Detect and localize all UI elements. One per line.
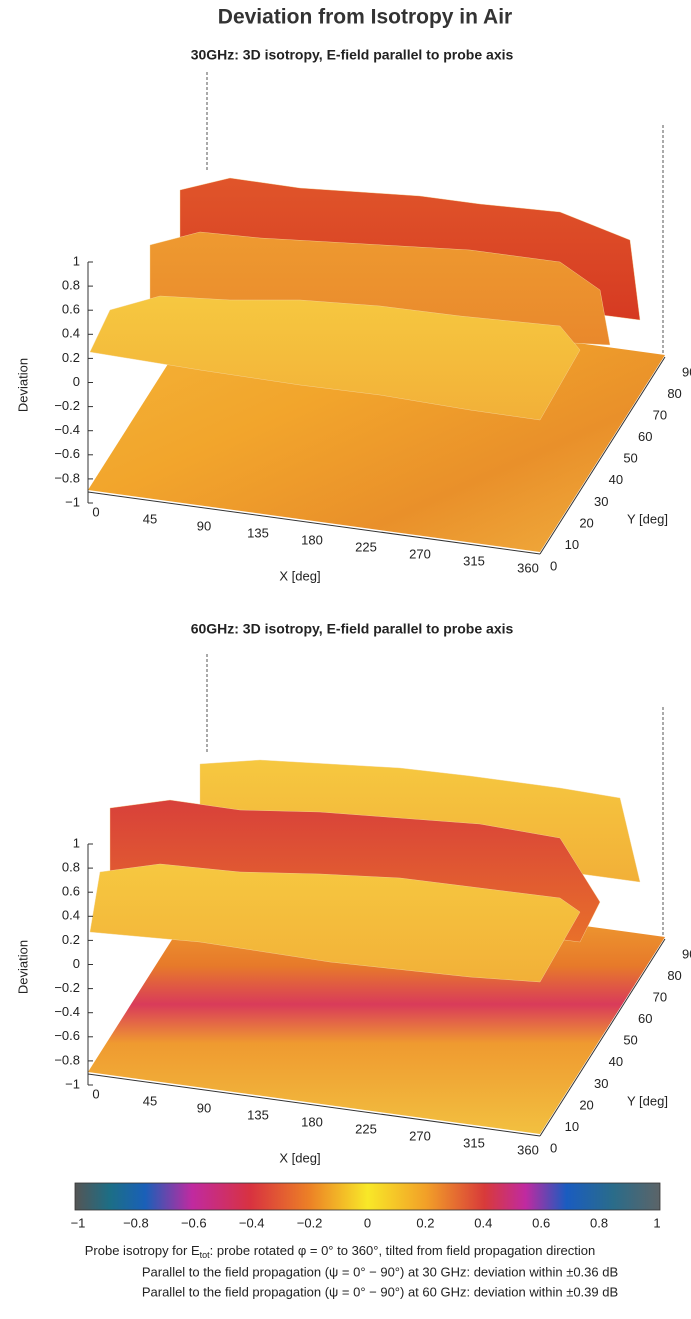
x-axis	[87, 1073, 541, 1137]
colorbar-tick-label: 0	[364, 1215, 371, 1230]
x-tick-label: 45	[143, 1093, 157, 1108]
surface	[89, 863, 581, 983]
subtitle: 30GHz: 3D isotropy, E-field parallel to …	[191, 47, 514, 63]
y-tick-label: 60	[638, 429, 652, 444]
y-tick-label: 90	[682, 364, 691, 379]
z-tick-label: −0.8	[54, 470, 80, 485]
x-tick-label: 270	[409, 1128, 431, 1143]
x-tick-label: 180	[301, 1114, 323, 1129]
y-tick-label: 40	[609, 472, 623, 487]
subtitle: 60GHz: 3D isotropy, E-field parallel to …	[191, 621, 514, 637]
x-tick-label: 0	[92, 504, 99, 519]
z-axis-label: Deviation	[15, 358, 30, 412]
colorbar-tick-label: −1	[71, 1215, 86, 1230]
x-tick-label: 90	[197, 1100, 211, 1115]
x-tick-label: 180	[301, 532, 323, 547]
z-tick-label: 0.6	[62, 884, 80, 899]
z-tick-label: −0.4	[54, 422, 80, 437]
x-tick-label: 45	[143, 511, 157, 526]
z-tick-label: 1	[73, 835, 80, 850]
colorbar-tick-label: −0.4	[239, 1215, 265, 1230]
colorbar-tick-label: 0.4	[474, 1215, 492, 1230]
y-tick-label: 0	[550, 558, 557, 573]
z-tick-label: 0.6	[62, 302, 80, 317]
plot-panel: 30GHz: 3D isotropy, E-field parallel to …	[15, 47, 691, 584]
z-tick-label: −1	[65, 494, 80, 509]
caption-line: Probe isotropy for Etot: probe rotated φ…	[85, 1243, 596, 1260]
x-tick-label: 225	[355, 539, 377, 554]
y-tick-label: 90	[682, 946, 691, 961]
z-tick-label: −0.8	[54, 1052, 80, 1067]
z-tick-label: 0.8	[62, 860, 80, 875]
colorbar-tick-label: 0.2	[416, 1215, 434, 1230]
caption-line: Parallel to the field propagation (ψ = 0…	[142, 1264, 618, 1279]
y-tick-label: 60	[638, 1011, 652, 1026]
plot-panel: 60GHz: 3D isotropy, E-field parallel to …	[15, 621, 691, 1166]
z-tick-label: 0.4	[62, 326, 80, 341]
y-tick-label: 20	[579, 1097, 593, 1112]
colorbar-tick-label: −0.8	[123, 1215, 149, 1230]
colorbar-tick-label: −0.2	[297, 1215, 323, 1230]
y-tick-label: 50	[623, 1033, 637, 1048]
z-tick-label: −0.4	[54, 1004, 80, 1019]
x-tick-label: 135	[247, 525, 269, 540]
y-tick-label: 70	[653, 990, 667, 1005]
z-tick-label: 1	[73, 253, 80, 268]
y-tick-label: 30	[594, 494, 608, 509]
z-tick-label: 0.4	[62, 908, 80, 923]
y-tick-label: 20	[579, 515, 593, 530]
x-axis-label: X [deg]	[279, 1150, 320, 1165]
x-tick-label: 360	[517, 560, 539, 575]
colorbar-tick-label: −0.6	[181, 1215, 207, 1230]
x-tick-label: 315	[463, 553, 485, 568]
caption-part: : probe rotated φ = 0° to 360°, tilted f…	[210, 1243, 596, 1258]
x-tick-label: 360	[517, 1142, 539, 1157]
z-tick-label: −1	[65, 1076, 80, 1091]
x-tick-label: 90	[197, 518, 211, 533]
z-tick-label: 0	[73, 956, 80, 971]
caption-line: Parallel to the field propagation (ψ = 0…	[142, 1284, 618, 1299]
z-tick-label: −0.6	[54, 1028, 80, 1043]
y-tick-label: 70	[653, 408, 667, 423]
z-tick-label: 0	[73, 374, 80, 389]
z-tick-label: −0.2	[54, 398, 80, 413]
z-tick-label: 0.8	[62, 278, 80, 293]
z-tick-label: −0.2	[54, 980, 80, 995]
z-tick-label: 0.2	[62, 932, 80, 947]
y-tick-label: 80	[667, 386, 681, 401]
y-tick-label: 40	[609, 1054, 623, 1069]
y-axis	[539, 356, 666, 555]
x-tick-label: 0	[92, 1086, 99, 1101]
y-axis	[539, 938, 666, 1137]
y-tick-label: 30	[594, 1076, 608, 1091]
colorbar-tick-label: 1	[653, 1215, 660, 1230]
title: Deviation from Isotropy in Air	[218, 6, 512, 29]
y-tick-label: 80	[667, 968, 681, 983]
x-axis-label: X [deg]	[279, 568, 320, 583]
y-tick-label: 10	[565, 1119, 579, 1134]
x-tick-label: 315	[463, 1135, 485, 1150]
colorbar-tick-label: 0.6	[532, 1215, 550, 1230]
y-tick-label: 50	[623, 451, 637, 466]
z-tick-label: −0.6	[54, 446, 80, 461]
z-tick-label: 0.2	[62, 350, 80, 365]
y-tick-label: 10	[565, 537, 579, 552]
y-tick-label: 0	[550, 1140, 557, 1155]
y-axis-label: Y [deg]	[627, 1093, 668, 1108]
x-tick-label: 270	[409, 546, 431, 561]
x-tick-label: 135	[247, 1107, 269, 1122]
surface	[89, 295, 581, 421]
z-axis-label: Deviation	[15, 940, 30, 994]
caption-subscript: tot	[200, 1250, 211, 1260]
caption-part: Probe isotropy for E	[85, 1243, 200, 1258]
x-tick-label: 225	[355, 1121, 377, 1136]
x-axis	[87, 491, 541, 555]
y-axis-label: Y [deg]	[627, 511, 668, 526]
colorbar-tick-label: 0.8	[590, 1215, 608, 1230]
colorbar	[74, 1182, 661, 1211]
